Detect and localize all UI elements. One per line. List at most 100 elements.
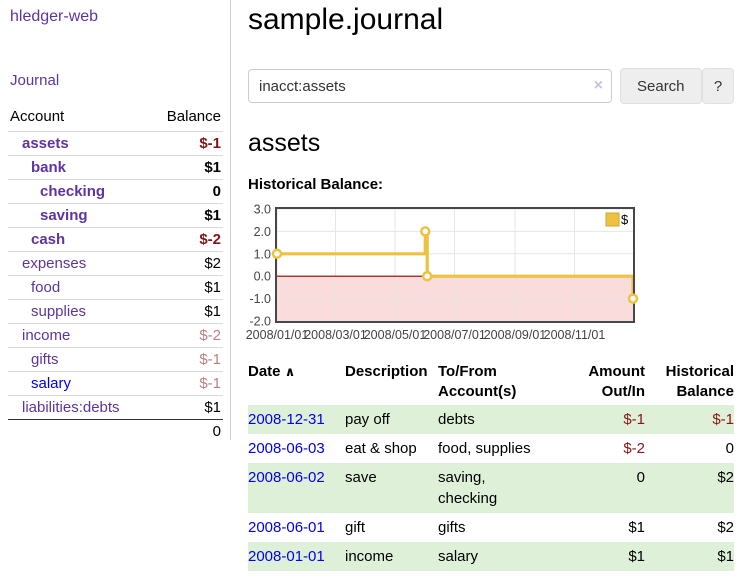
- column-header-description: Description: [345, 363, 428, 380]
- account-balance: $1: [204, 159, 221, 176]
- transaction-date-link[interactable]: 2008-06-02: [248, 469, 325, 486]
- column-header-amount: Amount Out/In: [588, 363, 645, 400]
- search-form: × Search ?: [248, 68, 734, 104]
- account-row: bank $1: [8, 155, 223, 180]
- accounts-header-account: Account: [10, 108, 65, 125]
- account-balance: $1: [204, 303, 221, 320]
- column-header-tofrom: To/From Account(s): [438, 363, 517, 400]
- account-row: supplies $1: [8, 299, 223, 324]
- chart-title: Historical Balance:: [248, 176, 384, 193]
- account-row: gifts $-1: [8, 347, 223, 372]
- transaction-accounts: gifts: [438, 519, 466, 536]
- transaction-balance: $2: [717, 519, 734, 536]
- sidebar-account-link[interactable]: gifts: [31, 351, 59, 368]
- sidebar-account-link[interactable]: income: [22, 327, 71, 344]
- transaction-date-link[interactable]: 2008-01-01: [248, 548, 325, 565]
- account-row: income $-2: [8, 323, 223, 348]
- historical-balance-chart: $3.0 2.0 1.0 0.0 -1.0 -2.02008/01/012008/03/0…: [246, 203, 639, 342]
- account-row: food $1: [8, 275, 223, 300]
- y-axis-tick-label: -1.0: [249, 292, 271, 306]
- transaction-amount: $-2: [623, 440, 645, 457]
- transaction-balance: $2: [717, 469, 734, 486]
- account-balance: $-2: [199, 231, 221, 248]
- transaction-row: 2008-01-01 income salary $1 $1: [248, 542, 734, 571]
- transaction-balance: 0: [725, 440, 734, 457]
- accounts-total-balance: 0: [212, 423, 221, 440]
- sidebar-account-link[interactable]: supplies: [31, 303, 87, 320]
- transaction-amount: $1: [628, 519, 645, 536]
- transaction-amount: 0: [636, 469, 645, 486]
- accounts-header-row: Account Balance: [8, 104, 223, 132]
- account-balance: $-2: [199, 327, 221, 344]
- account-balance: $-1: [199, 135, 221, 152]
- transaction-balance: $-1: [712, 411, 734, 428]
- x-axis-tick-label: 2008/09/01: [484, 328, 547, 342]
- page-title: sample.journal: [248, 3, 444, 36]
- sidebar-account-link[interactable]: bank: [31, 159, 67, 176]
- transaction-date-link[interactable]: 2008-06-01: [248, 519, 325, 536]
- sidebar-account-link[interactable]: checking: [40, 183, 106, 200]
- transaction-accounts: salary: [438, 548, 479, 565]
- account-row: salary $-1: [8, 371, 223, 396]
- accounts-table: Account Balance assets $-1 bank $1 checking 0…: [8, 104, 223, 443]
- accounts-header-balance: Balance: [166, 108, 221, 125]
- transaction-accounts: debts: [438, 411, 475, 428]
- column-header-balance: Historical Balance: [665, 363, 734, 400]
- transaction-row: 2008-06-03 eat & shop food, supplies $-2 0: [248, 434, 734, 463]
- column-header-date[interactable]: Date ∧: [248, 363, 296, 380]
- help-button[interactable]: ?: [702, 68, 734, 104]
- transaction-date-link[interactable]: 2008-12-31: [248, 411, 325, 428]
- account-row: liabilities:debts $1: [8, 395, 223, 420]
- account-row: cash $-2: [8, 227, 223, 252]
- account-row: checking 0: [8, 179, 223, 204]
- transaction-description: eat & shop: [345, 440, 417, 457]
- search-box: ×: [248, 69, 612, 103]
- search-input[interactable]: [248, 69, 612, 103]
- transaction-accounts: saving, checking: [438, 469, 498, 507]
- transaction-accounts: food, supplies: [438, 440, 531, 457]
- clear-search-icon[interactable]: ×: [593, 77, 603, 94]
- y-axis-tick-label: -2.0: [249, 315, 271, 329]
- y-axis-tick-label: 3.0: [254, 203, 271, 217]
- account-balance: $1: [204, 279, 221, 296]
- sidebar-account-link[interactable]: food: [31, 279, 61, 296]
- transaction-description: save: [345, 469, 377, 486]
- account-balance: $-1: [199, 351, 221, 368]
- y-axis-tick-label: 2.0: [254, 225, 271, 239]
- transaction-row: 2008-06-02 save saving, checking 0 $2: [248, 463, 734, 513]
- account-balance: 0: [212, 183, 221, 200]
- account-balance: $-1: [199, 375, 221, 392]
- app-brand-link[interactable]: hledger-web: [10, 8, 99, 25]
- sidebar-account-link[interactable]: salary: [31, 375, 72, 392]
- sidebar-account-link[interactable]: assets: [22, 135, 69, 152]
- sidebar-account-link[interactable]: saving: [40, 207, 88, 224]
- account-balance: $1: [204, 207, 221, 224]
- sort-ascending-icon: ∧: [284, 364, 296, 379]
- x-axis-tick-label: 2008/11/01: [544, 328, 606, 342]
- main-content: sample.journal × Search ? assets Histori…: [246, 0, 734, 571]
- search-button[interactable]: Search: [620, 68, 702, 104]
- accounts-total-row: 0: [8, 419, 223, 444]
- transaction-description: income: [345, 548, 394, 565]
- register-account-heading: assets: [248, 129, 321, 157]
- sidebar-account-link[interactable]: cash: [31, 231, 66, 248]
- transaction-description: pay off: [345, 411, 390, 428]
- account-balance: $1: [204, 399, 221, 416]
- sidebar-account-link[interactable]: liabilities:debts: [22, 399, 120, 416]
- account-row: saving $1: [8, 203, 223, 228]
- register-table: Date ∧ Description To/From Account(s) Am…: [248, 362, 734, 571]
- transaction-date-link[interactable]: 2008-06-03: [248, 440, 325, 457]
- sidebar-account-link[interactable]: expenses: [22, 255, 87, 272]
- account-row: expenses $2: [8, 251, 223, 276]
- chart-legend-label: $: [621, 212, 629, 227]
- chart-legend-swatch: [605, 212, 620, 227]
- account-balance: $2: [204, 255, 221, 272]
- sidebar-item-journal[interactable]: Journal: [10, 72, 60, 89]
- transaction-amount: $1: [628, 548, 645, 565]
- transaction-row: 2008-12-31 pay off debts $-1 $-1: [248, 405, 734, 434]
- register-header-row: Date ∧ Description To/From Account(s) Am…: [248, 362, 734, 405]
- x-axis-tick-label: 2008/05/01: [364, 328, 427, 342]
- x-axis-tick-label: 2008/03/01: [304, 328, 367, 342]
- account-row: assets $-1: [8, 131, 223, 156]
- y-axis-tick-label: 1.0: [254, 247, 271, 261]
